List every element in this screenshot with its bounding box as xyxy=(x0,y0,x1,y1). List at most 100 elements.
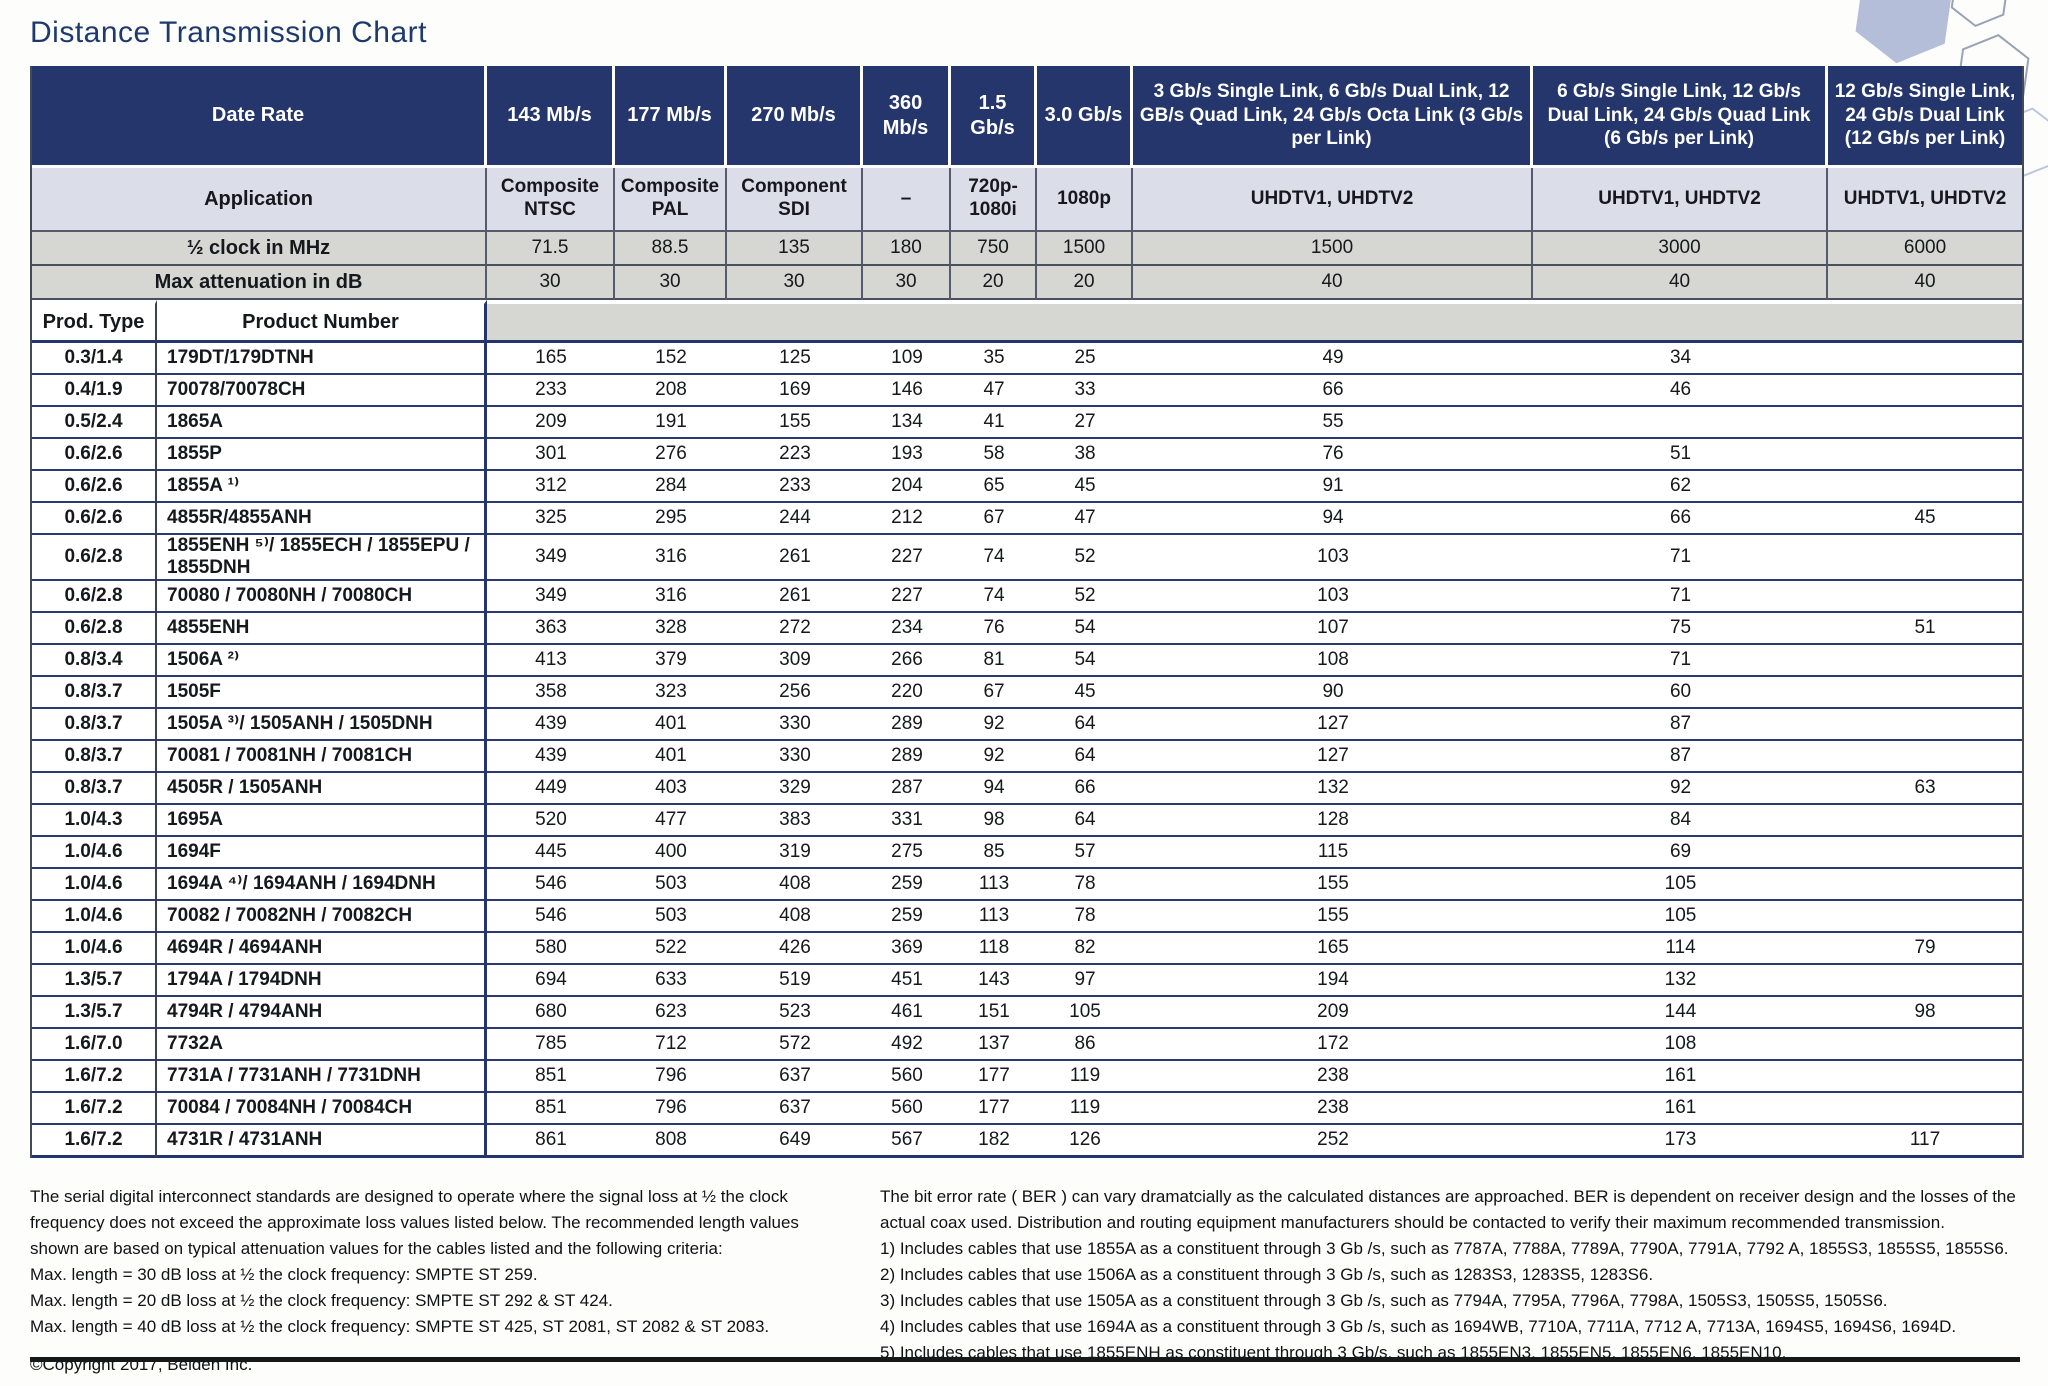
prod-type-cell: 0.8/3.7 xyxy=(32,708,157,741)
value-cell: 477 xyxy=(615,804,728,837)
product-number-cell: 1855P xyxy=(157,439,488,471)
product-number-cell: 179DT/179DTNH xyxy=(157,343,488,375)
table-row: 0.6/2.8 70080 / 70080NH / 70080CH 349 316 26… xyxy=(32,580,2023,613)
header-cell: UHDTV1, UHDTV2 xyxy=(1828,168,2023,232)
value-cell xyxy=(1828,964,2023,997)
value-cell: 161 xyxy=(1533,1060,1829,1093)
value-cell: 60 xyxy=(1533,676,1829,709)
prod-type-cell: 1.6/7.2 xyxy=(32,1060,157,1093)
value-cell xyxy=(1828,439,2023,471)
product-number-cell: 1505F xyxy=(157,676,488,709)
prod-type-cell: 0.5/2.4 xyxy=(32,407,157,439)
value-cell: 209 xyxy=(1133,996,1534,1029)
value-cell: 329 xyxy=(727,772,864,805)
value-cell: 78 xyxy=(1037,900,1134,933)
page-title: Distance Transmission Chart xyxy=(30,16,427,49)
value-cell: 204 xyxy=(863,471,952,503)
prod-type-cell: 1.6/7.0 xyxy=(32,1028,157,1061)
product-number-cell: 1794A / 1794DNH xyxy=(157,964,488,997)
value-cell xyxy=(1828,375,2023,407)
value-cell: 319 xyxy=(727,836,864,869)
value-cell: 523 xyxy=(727,996,864,1029)
value-cell: 408 xyxy=(727,900,864,933)
value-cell: 143 xyxy=(951,964,1038,997)
value-cell: 808 xyxy=(615,1124,728,1158)
value-cell: 91 xyxy=(1133,471,1534,503)
table-row: 1.0/4.3 1695A 520 477 383 331 98 64 128 84 xyxy=(32,804,2023,837)
value-cell: 66 xyxy=(1133,375,1534,407)
header-cell: 30 xyxy=(615,266,728,300)
max-attenuation-label: Max attenuation in dB xyxy=(32,266,488,300)
value-cell: 46 xyxy=(1533,375,1829,407)
note-line: 4) Includes cables that use 1694A as a c… xyxy=(880,1317,1957,1336)
value-cell: 66 xyxy=(1037,772,1134,805)
value-cell: 63 xyxy=(1828,772,2023,805)
value-cell: 33 xyxy=(1037,375,1134,407)
value-cell: 41 xyxy=(951,407,1038,439)
value-cell: 127 xyxy=(1133,708,1534,741)
value-cell: 796 xyxy=(615,1092,728,1125)
value-cell: 520 xyxy=(487,804,616,837)
value-cell: 165 xyxy=(487,343,616,375)
prod-type-cell: 0.8/3.7 xyxy=(32,772,157,805)
value-cell: 117 xyxy=(1828,1124,2023,1158)
table-row: 0.8/3.7 1505F 358 323 256 220 67 45 90 60 xyxy=(32,676,2023,709)
value-cell: 289 xyxy=(863,740,952,773)
value-cell: 193 xyxy=(863,439,952,471)
value-cell: 349 xyxy=(487,535,616,581)
value-cell: 38 xyxy=(1037,439,1134,471)
application-row: Application Composite NTSC Composite PAL C… xyxy=(32,168,2023,232)
value-cell xyxy=(1828,471,2023,503)
table-row: 0.5/2.4 1865A 209 191 155 134 41 27 55 xyxy=(32,407,2023,439)
note-line: 5) Includes cables that use 1855ENH as c… xyxy=(880,1343,1787,1362)
value-cell: 57 xyxy=(1037,836,1134,869)
table-row: 0.8/3.7 1505A ³⁾/ 1505ANH / 1505DNH 439 401… xyxy=(32,708,2023,741)
value-cell: 369 xyxy=(863,932,952,965)
header-cell: 177 Mb/s xyxy=(615,66,728,168)
value-cell xyxy=(1828,868,2023,901)
value-cell: 118 xyxy=(951,932,1038,965)
table-row: 0.6/2.8 4855ENH 363 328 272 234 76 54 107 75 51 xyxy=(32,612,2023,645)
value-cell: 51 xyxy=(1828,612,2023,645)
value-cell xyxy=(1828,900,2023,933)
value-cell: 49 xyxy=(1133,343,1534,375)
value-cell: 445 xyxy=(487,836,616,869)
value-cell: 87 xyxy=(1533,740,1829,773)
header-cell: 270 Mb/s xyxy=(727,66,864,168)
value-cell: 560 xyxy=(863,1092,952,1125)
value-cell: 295 xyxy=(615,503,728,535)
value-cell: 113 xyxy=(951,900,1038,933)
value-cell: 35 xyxy=(951,343,1038,375)
value-cell: 34 xyxy=(1533,343,1829,375)
prod-type-cell: 1.0/4.3 xyxy=(32,804,157,837)
header-cell: UHDTV1, UHDTV2 xyxy=(1133,168,1534,232)
value-cell: 45 xyxy=(1828,503,2023,535)
value-cell: 503 xyxy=(615,868,728,901)
value-cell: 146 xyxy=(863,375,952,407)
value-cell: 90 xyxy=(1133,676,1534,709)
header-cell: 30 xyxy=(487,266,616,300)
value-cell: 103 xyxy=(1133,580,1534,613)
value-cell: 132 xyxy=(1533,964,1829,997)
product-number-cell: 4505R / 1505ANH xyxy=(157,772,488,805)
product-number-cell: 4855ENH xyxy=(157,612,488,645)
header-cell: 135 xyxy=(727,232,864,266)
value-cell: 503 xyxy=(615,900,728,933)
value-cell: 325 xyxy=(487,503,616,535)
value-cell: 92 xyxy=(951,708,1038,741)
value-cell: 358 xyxy=(487,676,616,709)
value-cell: 413 xyxy=(487,644,616,677)
note-line: 2) Includes cables that use 1506A as a c… xyxy=(880,1265,1654,1284)
value-cell xyxy=(1828,343,2023,375)
criteria-line: Max. length = 30 dB loss at ½ the clock … xyxy=(30,1265,538,1284)
value-cell: 67 xyxy=(951,503,1038,535)
value-cell: 173 xyxy=(1533,1124,1829,1158)
value-cell: 401 xyxy=(615,740,728,773)
value-cell: 85 xyxy=(951,836,1038,869)
value-cell: 128 xyxy=(1133,804,1534,837)
prod-type-cell: 1.6/7.2 xyxy=(32,1124,157,1158)
left-intro: The serial digital interconnect standard… xyxy=(30,1187,799,1258)
prod-type-cell: 0.8/3.4 xyxy=(32,644,157,677)
value-cell: 155 xyxy=(1133,868,1534,901)
value-cell: 67 xyxy=(951,676,1038,709)
